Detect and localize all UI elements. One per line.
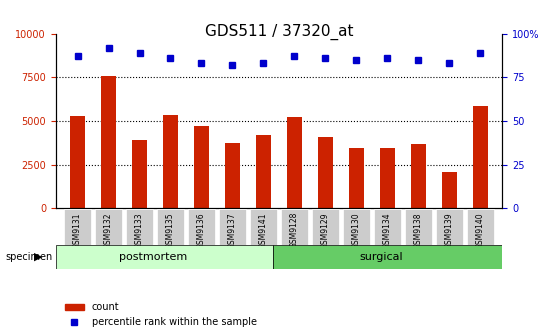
Bar: [466, 209, 494, 245]
Text: postmortem: postmortem: [119, 252, 187, 262]
Text: GSM9138: GSM9138: [414, 212, 423, 249]
Text: GSM9141: GSM9141: [259, 212, 268, 249]
Bar: [225, 143, 240, 208]
Text: GSM9132: GSM9132: [104, 212, 113, 249]
Legend: count, percentile rank within the sample: count, percentile rank within the sample: [61, 298, 261, 331]
Text: GSM9137: GSM9137: [228, 212, 237, 249]
Text: GSM9136: GSM9136: [197, 212, 206, 249]
Bar: [349, 148, 364, 208]
Bar: [311, 209, 339, 245]
Bar: [380, 148, 395, 208]
Bar: [287, 118, 302, 208]
Bar: [318, 137, 333, 208]
Text: surgical: surgical: [359, 252, 403, 262]
Bar: [281, 209, 309, 245]
Text: GDS511 / 37320_at: GDS511 / 37320_at: [205, 24, 353, 40]
Text: specimen: specimen: [6, 252, 53, 262]
Text: GSM9131: GSM9131: [73, 212, 82, 249]
Bar: [163, 115, 178, 208]
Bar: [343, 209, 371, 245]
Text: ▶: ▶: [34, 252, 42, 262]
Bar: [56, 245, 273, 269]
Bar: [101, 76, 116, 208]
Bar: [64, 209, 92, 245]
Bar: [249, 209, 277, 245]
Bar: [157, 209, 185, 245]
Bar: [405, 209, 432, 245]
Bar: [94, 209, 122, 245]
Bar: [70, 116, 85, 208]
Bar: [436, 209, 464, 245]
Text: GSM9139: GSM9139: [445, 212, 454, 249]
Text: GSM9135: GSM9135: [166, 212, 175, 249]
Text: GSM9129: GSM9129: [321, 212, 330, 249]
Bar: [411, 144, 426, 208]
Bar: [126, 209, 153, 245]
Bar: [373, 209, 401, 245]
Bar: [273, 245, 502, 269]
Bar: [194, 126, 209, 208]
Bar: [187, 209, 215, 245]
Text: GSM9133: GSM9133: [135, 212, 144, 249]
Bar: [132, 140, 147, 208]
Text: GSM9134: GSM9134: [383, 212, 392, 249]
Bar: [256, 135, 271, 208]
Text: GSM9128: GSM9128: [290, 212, 299, 248]
Bar: [473, 106, 488, 208]
Text: GSM9140: GSM9140: [476, 212, 485, 249]
Bar: [442, 172, 457, 208]
Text: GSM9130: GSM9130: [352, 212, 361, 249]
Bar: [219, 209, 247, 245]
